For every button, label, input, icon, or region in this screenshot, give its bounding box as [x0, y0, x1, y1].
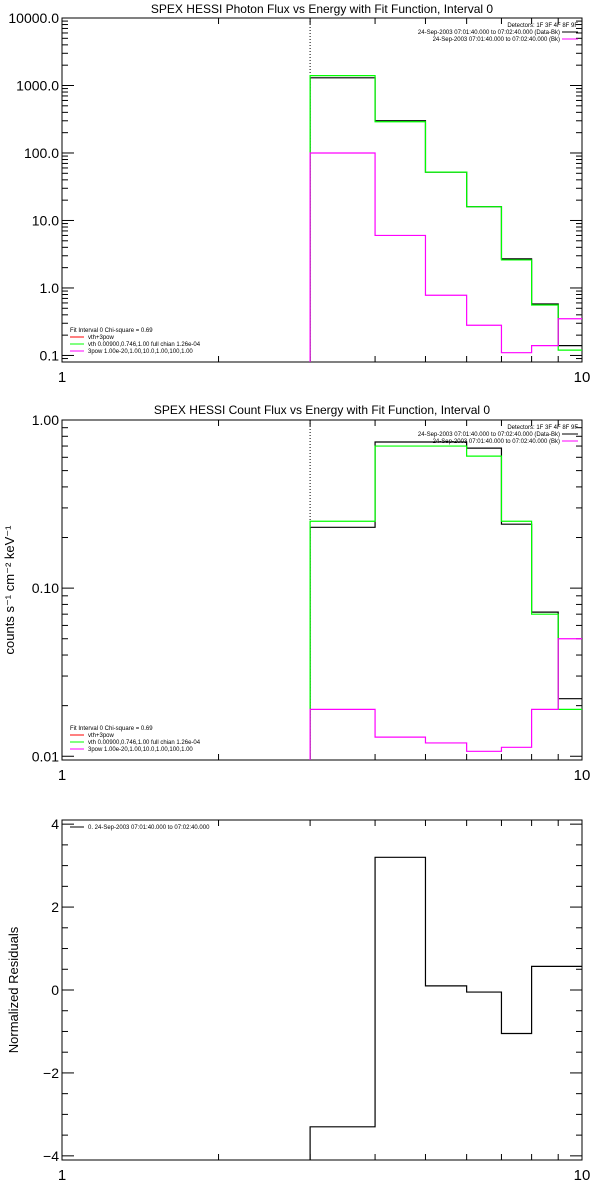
series-2-histogram: [309, 445, 582, 760]
series-1-histogram: [309, 856, 582, 1160]
y-tick-label: 100.0: [24, 145, 59, 161]
y-tick-label: 0.1: [40, 347, 60, 363]
series-1-histogram: [309, 77, 582, 362]
legend-top-entry: 0. 24-Sep-2003 07:01:40.000 to 07:02:40.…: [88, 825, 210, 831]
chart-title: SPEX HESSI Photon Flux vs Energy with Fi…: [151, 2, 493, 16]
y-tick-label: 4: [51, 816, 59, 832]
chart-2: SPEX HESSI Count Flux vs Energy with Fit…: [2, 403, 590, 784]
legend-top-entry: 24-Sep-2003 07:01:40.000 to 07:02:40.000…: [418, 432, 560, 438]
series-1-histogram: [309, 441, 582, 760]
series-2-histogram: [309, 75, 582, 362]
y-tick-label: 1000.0: [16, 77, 59, 93]
y-tick-label: −4: [43, 1148, 59, 1164]
y-tick-label: 1.00: [32, 412, 59, 428]
legend-bottom-entry: 3pow 1.00e-20,1.00,10.0,1.00,100,1.00: [88, 747, 193, 753]
y-tick-label: −2: [43, 1065, 59, 1081]
legend-top-entry: 24-Sep-2003 07:01:40.000 to 07:02:40.000…: [433, 37, 560, 43]
y-tick-label: 0.10: [32, 580, 59, 596]
y-tick-label: 2: [51, 899, 59, 915]
plot-frame: [61, 819, 583, 1161]
legend-top-entry: Detectors: 1F 3F 4F 8F 9F: [507, 425, 578, 431]
legend-bottom-entry: Fit Interval 0 Chi-square = 0.69: [70, 328, 153, 334]
legend-bottom-entry: vth 0.00900,0.746,1.00 full chian 1.26e-…: [88, 740, 201, 746]
y-tick-label: 0: [51, 982, 59, 998]
plot-frame: [61, 17, 583, 363]
chart-3: Normalized Residuals 1 10 −4 −2 0 2 4 0. 24-Sep-…: [6, 816, 590, 1184]
x-tick-label: 10: [574, 369, 591, 386]
legend-bottom-entry: 3pow 1.00e-20,1.00,10.0,1.00,100,1.00: [88, 349, 193, 355]
y-axis-label: Normalized Residuals: [6, 926, 21, 1053]
y-axis-label: counts s⁻¹ cm⁻² keV⁻¹: [2, 525, 17, 655]
y-tick-label: 10.0: [32, 212, 59, 228]
chart-title: SPEX HESSI Count Flux vs Energy with Fit…: [154, 403, 490, 417]
x-tick-label: 10: [574, 1167, 591, 1184]
series-3-histogram: [309, 638, 582, 760]
y-tick-label: 0.01: [32, 748, 59, 764]
legend-top-entry: 24-Sep-2003 07:01:40.000 to 07:02:40.000…: [433, 439, 560, 445]
x-tick-label: 1: [58, 369, 66, 386]
series-3-histogram: [309, 152, 582, 362]
plot-frame: [61, 419, 583, 761]
legend-bottom-entry: Fit Interval 0 Chi-square = 0.69: [70, 726, 153, 732]
x-tick-label: 1: [58, 1167, 66, 1184]
chart-1: SPEX HESSI Photon Flux vs Energy with Fi…: [8, 2, 590, 386]
legend-top-entry: 24-Sep-2003 07:01:40.000 to 07:02:40.000…: [418, 30, 560, 36]
legend-top-entry: Detectors: 1F 3F 4F 8F 9F: [507, 23, 578, 29]
y-tick-label: 1.0: [40, 280, 60, 296]
x-tick-label: 10: [574, 767, 591, 784]
x-tick-label: 1: [58, 767, 66, 784]
legend-bottom-entry: vth+3pow: [88, 733, 115, 739]
y-tick-label: 10000.0: [8, 10, 59, 26]
legend-bottom-entry: vth 0.00900,0.746,1.00 full chian 1.26e-…: [88, 342, 201, 348]
legend-bottom-entry: vth+3pow: [88, 335, 115, 341]
